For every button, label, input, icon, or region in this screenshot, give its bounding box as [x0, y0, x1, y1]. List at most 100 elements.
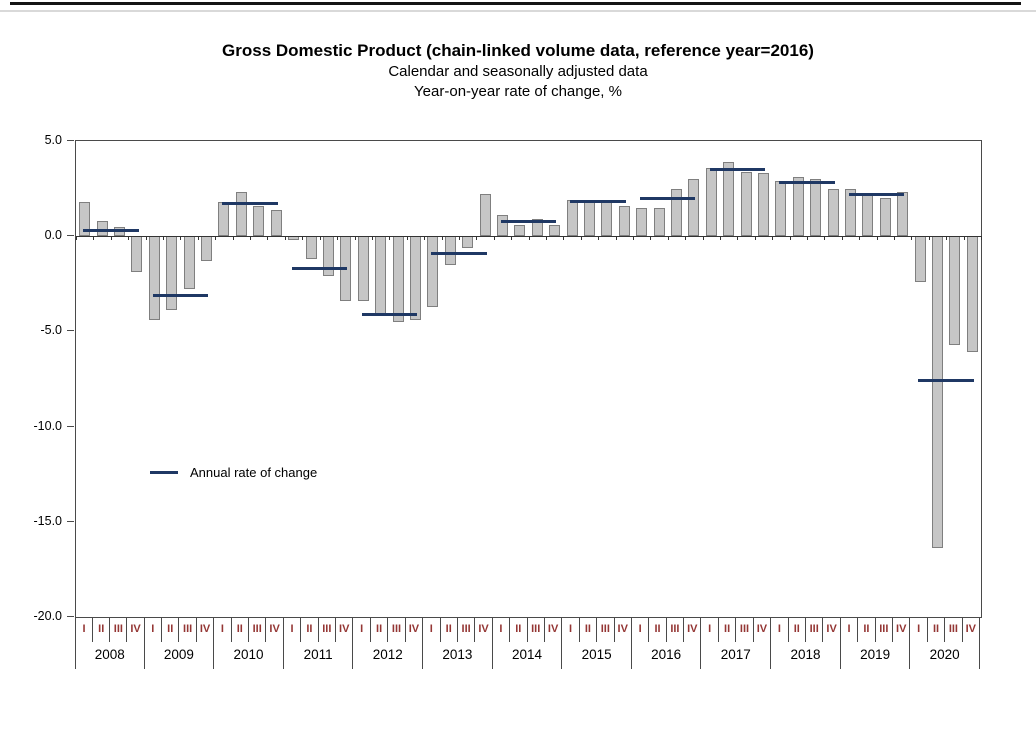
- quarterly-bar-2015-IV: [618, 205, 630, 237]
- quarter-cell-label: I: [493, 617, 511, 642]
- quarter-tick: [197, 236, 199, 241]
- chart-subtitle-1: Calendar and seasonally adjusted data: [388, 63, 648, 80]
- quarter-tick: [685, 236, 687, 241]
- quarter-row: I II III IV: [76, 617, 144, 642]
- quarter-tick: [319, 236, 321, 241]
- quarter-cell-label: I: [771, 617, 789, 642]
- quarterly-bar-2017-III: [740, 171, 752, 237]
- year-block-2020: I II III IV 2020: [910, 617, 980, 669]
- quarterly-bar-2019-III: [879, 198, 891, 237]
- annual-line-2013: [431, 251, 487, 255]
- year-label: 2011: [303, 647, 333, 662]
- quarter-cell-label: IV: [478, 623, 489, 635]
- quarter-cell-label: II: [719, 617, 737, 642]
- quarter-cell-label: III: [945, 617, 963, 642]
- quarterly-bar-2020-IV: [966, 236, 978, 353]
- quarter-tick: [841, 236, 843, 241]
- year-block-2011: I II III IV 2011: [284, 617, 354, 669]
- quarter-tick: [511, 236, 513, 241]
- quarter-row: I II III IV: [423, 617, 492, 642]
- quarter-cell-label: IV: [826, 623, 837, 635]
- quarter-cell-label: III: [179, 617, 197, 642]
- quarter-cell-label: I: [841, 617, 859, 642]
- quarter-cell-label: III: [876, 617, 894, 642]
- quarter-cell-label: II: [371, 617, 389, 642]
- y-tick-mark: [67, 140, 74, 141]
- year-label: 2020: [929, 647, 960, 662]
- quarter-tick: [928, 236, 930, 241]
- quarterly-bar-2017-IV: [758, 173, 769, 237]
- quarterly-bar-2016-IV: [688, 179, 700, 237]
- year-label: 2010: [233, 647, 264, 662]
- quarterly-bar-2020-III: [949, 236, 961, 345]
- year-block-2010: I II III IV 2010: [214, 617, 284, 669]
- chart-subtitle-2: Year-on-year rate of change, %: [414, 83, 622, 100]
- quarter-tick: [441, 236, 443, 241]
- quarterly-bar-2014-I: [496, 215, 508, 237]
- quarter-tick: [284, 236, 286, 241]
- quarter-tick: [545, 236, 547, 241]
- quarter-cell-label: II: [301, 617, 319, 642]
- quarter-cell-label: I: [214, 617, 232, 642]
- x-axis: I II III IV 2008 I II III IV 2009 I II III IV 2010 I II I…: [75, 617, 980, 669]
- legend: Annual rate of change: [150, 465, 317, 480]
- year-label: 2014: [511, 647, 542, 662]
- quarter-cell-label: III: [528, 617, 545, 642]
- annual-line-2010: [222, 202, 278, 206]
- annual-line-2016: [639, 196, 696, 200]
- quarter-tick: [737, 236, 739, 241]
- annual-line-2008: [83, 229, 139, 232]
- y-tick-label: -10.0: [33, 418, 63, 433]
- quarter-cell-label: I: [910, 617, 928, 642]
- quarter-cell-label: II: [510, 617, 528, 642]
- year-block-2014: I II III IV 2014: [493, 617, 563, 669]
- y-tick-label: -20.0: [33, 609, 63, 623]
- quarter-tick: [807, 236, 808, 241]
- quarter-cell-label: I: [284, 617, 302, 642]
- quarter-cell-label: IV: [965, 623, 977, 635]
- year-label: 2016: [651, 647, 682, 662]
- year-label: 2018: [790, 647, 821, 662]
- quarter-cell-label: III: [806, 617, 824, 642]
- quarterly-bar-2008-I: [79, 201, 91, 237]
- quarter-cell-label: IV: [896, 623, 907, 635]
- quarter-tick: [702, 236, 704, 241]
- quarter-tick: [302, 236, 304, 241]
- quarter-tick: [981, 236, 982, 241]
- quarterly-bar-2013-I: [427, 236, 439, 307]
- quarterly-bar-2010-II: [235, 192, 247, 237]
- quarter-row: I II III IV: [841, 617, 910, 642]
- quarterly-bar-2018-IV: [827, 188, 839, 237]
- year-label: 2009: [163, 647, 194, 662]
- quarter-tick: [754, 236, 756, 241]
- quarter-cell-label: II: [649, 617, 667, 642]
- year-label: 2008: [94, 647, 125, 662]
- y-tick-label: 0.0: [44, 228, 62, 243]
- quarter-tick: [93, 236, 95, 241]
- quarter-row: I II III IV: [145, 617, 214, 642]
- quarter-cell-label: III: [319, 617, 337, 642]
- year-block-2013: I II III IV 2013: [423, 617, 493, 669]
- quarter-tick: [615, 236, 617, 241]
- quarterly-bar-2014-IV: [549, 224, 561, 237]
- y-tick-mark: [67, 330, 74, 332]
- quarter-tick: [946, 236, 948, 241]
- quarter-tick: [528, 236, 530, 241]
- top-rule: [10, 2, 1021, 5]
- quarter-cell-label: IV: [339, 623, 350, 635]
- quarter-cell-label: III: [110, 617, 128, 642]
- quarter-tick: [911, 236, 913, 241]
- quarterly-bar-2012-I: [357, 236, 369, 301]
- quarter-tick: [371, 236, 373, 241]
- quarterly-bar-2008-IV: [131, 236, 143, 273]
- quarter-row: I II III IV: [632, 617, 701, 642]
- year-block-2008: I II III IV 2008: [75, 617, 145, 669]
- year-block-2015: I II III IV 2015: [562, 617, 632, 669]
- year-label: 2019: [860, 647, 891, 662]
- annual-line-2014: [500, 219, 557, 223]
- quarter-tick: [250, 236, 251, 241]
- quarterly-bar-2012-IV: [409, 236, 421, 320]
- quarterly-bar-2010-I: [218, 201, 230, 237]
- quarter-tick: [876, 236, 878, 241]
- quarter-cell-label: I: [145, 617, 162, 642]
